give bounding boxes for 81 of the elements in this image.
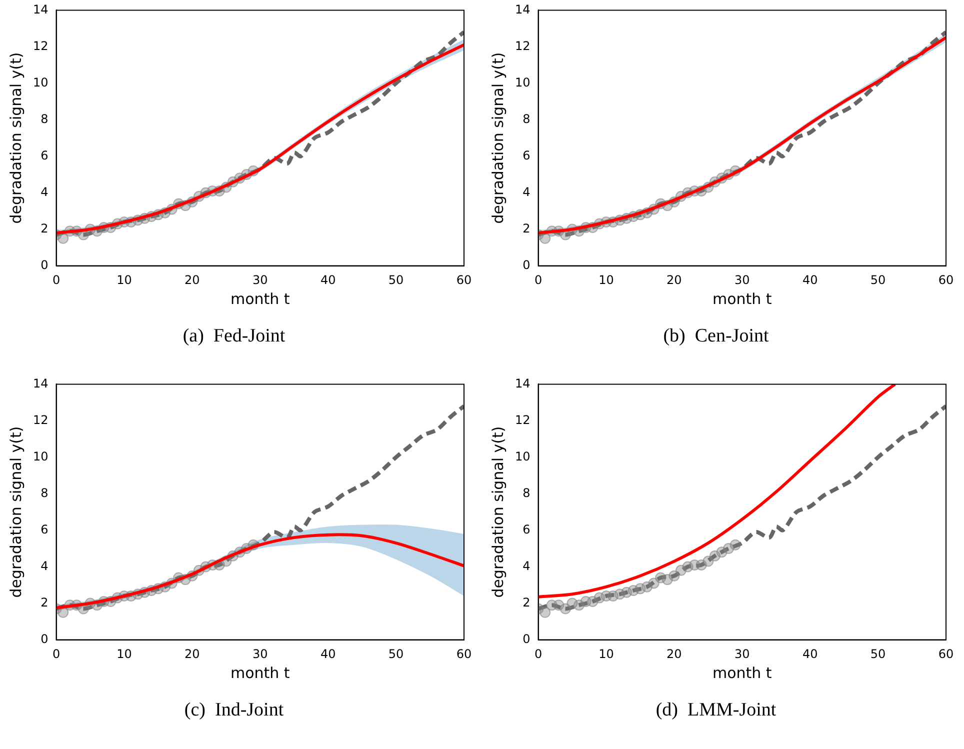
y-tick-label: 0 [40,258,48,272]
x-tick-label: 30 [734,647,750,662]
point [540,232,551,244]
y-tick-label: 4 [522,184,530,199]
y-tick-label: 8 [522,486,530,500]
y-tick-label: 6 [522,148,530,162]
y-tick-label: 14 [32,2,48,16]
x-tick-label: 30 [252,647,268,662]
y-tick-label: 4 [40,558,48,573]
y-tick-label: 4 [522,558,530,573]
x-tick-label: 30 [252,273,268,288]
y-tick-label: 2 [522,595,530,610]
y-tick-label: 0 [522,258,530,272]
y-tick-label: 2 [522,221,530,236]
y-tick-label: 6 [522,522,530,536]
x-tick-label: 30 [734,273,750,288]
x-tick-label: 40 [320,647,336,662]
y-tick-label: 2 [40,221,48,236]
x-tick-label: 20 [184,647,200,662]
text: (c) Ind-Joint [184,700,284,721]
x-tick-label: 10 [116,647,132,662]
y-tick-label: 6 [40,522,48,536]
y-tick-label: 10 [514,449,530,464]
x-tick-label: 40 [802,647,818,662]
x-tick-label: 10 [116,273,132,288]
point [648,578,660,589]
x-tick-label: 10 [598,647,614,662]
x-axis-title: month t [230,664,290,682]
point [540,606,551,618]
x-axis-title: month t [712,290,772,308]
x-tick-label: 50 [870,273,886,288]
y-tick-label: 2 [40,595,48,610]
point [58,606,69,618]
y-tick-label: 12 [514,38,530,53]
x-tick-label: 0 [52,647,60,662]
y-tick-label: 8 [40,112,48,126]
y-axis-title: degradation signal y(t) [6,426,25,598]
x-tick-label: 50 [388,647,404,662]
x-tick-label: 0 [534,273,542,288]
text: (d) LMM-Joint [656,700,777,721]
y-tick-label: 8 [40,486,48,500]
y-tick-label: 14 [514,2,530,16]
x-tick-label: 20 [666,647,682,662]
x-tick-label: 50 [870,647,886,662]
x-tick-label: 20 [184,273,200,288]
x-tick-label: 10 [598,273,614,288]
y-tick-label: 10 [32,75,48,90]
x-tick-label: 40 [802,273,818,288]
y-tick-label: 4 [40,184,48,199]
x-tick-label: 0 [534,647,542,662]
point [702,556,714,567]
y-tick-label: 8 [522,112,530,126]
line-series [538,384,897,598]
y-tick-label: 10 [514,75,530,90]
y-tick-label: 12 [32,38,48,53]
point [58,232,69,244]
y-tick-label: 10 [32,449,48,464]
x-tick-label: 50 [388,273,404,288]
x-tick-label: 60 [938,647,954,662]
x-tick-label: 60 [456,273,472,288]
y-axis-title: degradation signal y(t) [488,426,507,598]
x-axis-title: month t [712,664,772,682]
y-tick-label: 14 [32,376,48,390]
point [730,539,741,550]
x-tick-label: 0 [52,273,60,288]
y-tick-label: 6 [40,148,48,162]
x-tick-label: 60 [456,647,472,662]
point [668,570,680,582]
y-axis-title: degradation signal y(t) [488,52,507,224]
x-tick-label: 60 [938,273,954,288]
y-tick-label: 0 [522,632,530,646]
x-tick-label: 20 [666,273,682,288]
y-tick-label: 12 [32,412,48,427]
text: (b) Cen-Joint [663,326,770,347]
text: (a) Fed-Joint [182,326,286,347]
y-tick-label: 0 [40,632,48,646]
x-axis-title: month t [230,290,290,308]
y-tick-label: 14 [514,376,530,390]
y-axis-title: degradation signal y(t) [6,52,25,224]
y-tick-label: 12 [514,412,530,427]
x-tick-label: 40 [320,273,336,288]
